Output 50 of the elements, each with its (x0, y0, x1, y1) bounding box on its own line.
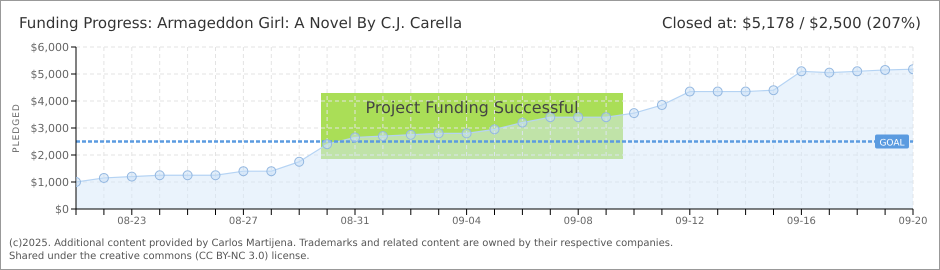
point (601, 112, 612, 122)
point (350, 132, 360, 142)
point (490, 124, 500, 134)
point (322, 139, 332, 150)
point (573, 112, 584, 122)
point (266, 166, 276, 176)
point (210, 170, 220, 180)
point (434, 128, 444, 138)
point (852, 66, 862, 76)
y-tick-label: $0 (55, 202, 69, 216)
point (768, 85, 778, 96)
point (740, 86, 751, 97)
point (712, 86, 723, 97)
point (406, 130, 416, 140)
point (462, 128, 472, 138)
x-tick-label: 08-23 (117, 216, 146, 228)
x-tick-label: 08-31 (340, 216, 370, 228)
y-tick-label: $2,000 (30, 148, 69, 162)
chart-subtitle: Closed at: $5,178 / $2,500 (207%) (662, 14, 921, 32)
text: (c)2025. Additional content provided by Carlos Martijena. Trademarks and related content are owned by their respective companies. (9, 237, 674, 250)
point (629, 108, 639, 118)
point (880, 64, 890, 75)
y-axis-title: PLEDGED (12, 103, 22, 153)
point (684, 86, 695, 97)
x-tick-label: 09-12 (675, 216, 704, 228)
x-tick-label: 08-27 (228, 216, 258, 228)
text: Shared under the creative commons (CC BY-NC 3.0) license. (9, 250, 311, 263)
point (126, 172, 137, 182)
point (378, 131, 388, 142)
y-tick-label: $1,000 (30, 176, 69, 189)
x-tick-label: 09-20 (898, 216, 928, 228)
y-tick-label: $4,000 (30, 94, 69, 108)
ref-line-label: GOAL (879, 138, 905, 148)
annotation: Project Funding Successful (364, 98, 580, 117)
point (294, 156, 304, 167)
point (154, 170, 165, 180)
y-tick-label: $6,000 (30, 40, 69, 54)
point (98, 172, 109, 183)
point (517, 118, 528, 128)
x-tick-label: 09-04 (452, 216, 482, 228)
chart-title: Funding Progress: Armageddon Girl: A Novel By C.J. Carella (19, 14, 462, 32)
point (796, 66, 806, 76)
x-tick-label: 09-16 (786, 216, 816, 228)
y-tick-label: $5,000 (30, 68, 69, 81)
point (656, 100, 667, 110)
point (824, 68, 834, 78)
point (238, 166, 248, 176)
point (182, 170, 193, 180)
y-tick-label: $3,000 (30, 122, 69, 135)
x-tick-label: 09-08 (564, 216, 593, 228)
